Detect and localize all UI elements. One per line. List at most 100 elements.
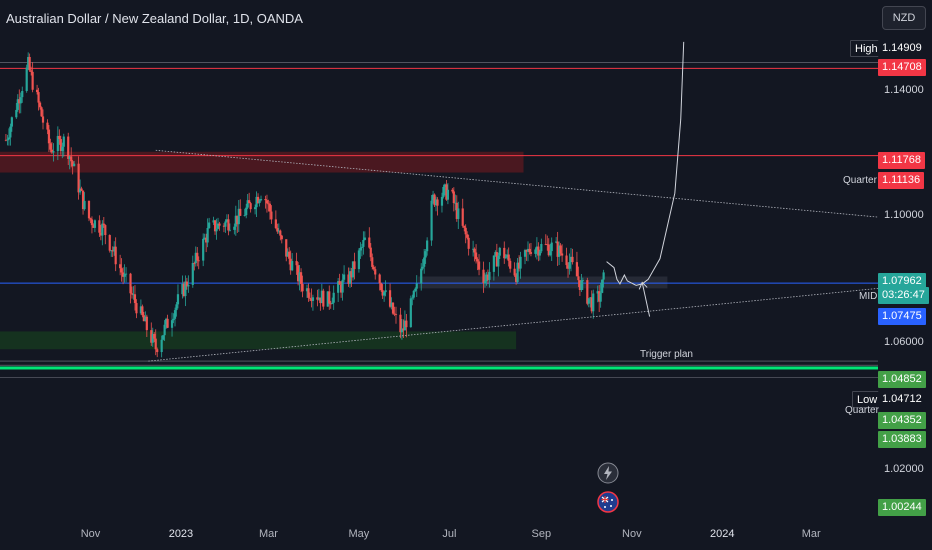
price-tick-3: 1.06000 — [884, 336, 924, 348]
candle-body — [380, 283, 383, 291]
candle-body — [399, 314, 402, 333]
candle-body — [403, 320, 406, 331]
candle-body — [537, 246, 540, 256]
price-tick-1: 1.14000 — [884, 84, 924, 96]
candle-body — [353, 261, 356, 270]
candle-body — [81, 190, 85, 210]
candle-body — [175, 304, 178, 311]
candle-body — [329, 303, 332, 305]
candle-body — [351, 261, 355, 278]
candle-body — [102, 223, 105, 226]
candle-body — [185, 281, 188, 287]
candle-body — [237, 208, 240, 225]
candle-body — [246, 200, 249, 208]
candle-body — [424, 251, 427, 258]
candle-body — [52, 151, 55, 153]
candle-body — [601, 279, 604, 293]
candle-body — [205, 237, 208, 243]
candle-body — [234, 215, 237, 227]
candle-body — [337, 281, 340, 293]
candle-body — [544, 244, 547, 245]
candle-body — [194, 252, 197, 264]
candle-body — [259, 199, 263, 201]
candle-body — [156, 349, 159, 353]
candle-body — [328, 291, 331, 304]
australia-flag-icon[interactable] — [597, 491, 619, 513]
candle-body — [113, 246, 116, 252]
candle-body — [443, 184, 447, 187]
candle-body — [571, 256, 574, 263]
candle-body — [248, 200, 251, 204]
candle-body — [37, 92, 40, 103]
candle-body — [277, 230, 280, 232]
candle-body — [83, 200, 86, 210]
candle-body — [49, 143, 52, 150]
candle-body — [224, 221, 227, 227]
candle-body — [466, 234, 469, 238]
candle-body — [58, 135, 61, 140]
candle-body — [111, 250, 114, 252]
candle-body — [227, 219, 230, 231]
candle-body — [98, 220, 101, 233]
candle-body — [108, 235, 111, 251]
candle-body — [10, 117, 13, 127]
candle-body — [124, 273, 128, 275]
candle-body — [193, 262, 196, 264]
candle-body — [431, 194, 435, 201]
candle-body — [90, 219, 94, 226]
candle-body — [279, 230, 282, 236]
candle-body — [464, 227, 467, 235]
candle-body — [331, 302, 334, 304]
candle-body — [297, 265, 300, 282]
candle-body — [295, 261, 298, 266]
candle-body — [288, 251, 291, 259]
candle-body — [547, 244, 550, 256]
candle-body — [363, 237, 366, 240]
candle-body — [256, 196, 260, 204]
current-price-label: 1.07962 — [878, 273, 926, 290]
candle-body — [340, 284, 343, 293]
currency-button[interactable]: NZD — [882, 6, 926, 30]
candle-body — [534, 249, 537, 254]
candle-body — [378, 274, 381, 284]
candle-body — [160, 339, 163, 353]
candle-body — [565, 255, 568, 266]
candle-body — [575, 262, 579, 277]
candle-body — [123, 273, 126, 277]
date-tick-2: Mar — [258, 528, 278, 540]
candle-body — [197, 260, 200, 262]
candle-body — [92, 225, 95, 228]
lightning-icon[interactable] — [597, 462, 619, 484]
candle-body — [317, 297, 320, 300]
candle-body — [368, 237, 371, 248]
candle-body — [394, 314, 398, 315]
candle-body — [492, 255, 495, 272]
candle-body — [165, 318, 168, 325]
candle-body — [360, 246, 363, 248]
candle-body — [225, 219, 229, 222]
quarter-label-top: Quarter — [843, 175, 877, 186]
candle-body — [243, 215, 246, 216]
candle-body — [286, 251, 289, 257]
candle-body — [587, 298, 590, 304]
candle-body — [135, 303, 138, 314]
candle-body — [228, 229, 231, 231]
green-level-label-1: 1.04852 — [878, 371, 926, 388]
candle-body — [255, 196, 258, 208]
candle-body — [442, 186, 445, 197]
candle-body — [569, 256, 573, 263]
candle-body — [305, 288, 309, 292]
date-tick-8: Mar — [801, 528, 821, 540]
candle-body — [463, 225, 466, 228]
candle-body — [239, 208, 242, 216]
candle-body — [307, 288, 310, 298]
candle-body — [402, 328, 405, 331]
quarter-red-label: 1.11136 — [878, 172, 925, 189]
candle-body — [509, 260, 512, 269]
candle-body — [515, 275, 518, 282]
candle-body — [482, 269, 485, 284]
candle-body — [555, 241, 558, 243]
candle-body — [80, 188, 83, 191]
